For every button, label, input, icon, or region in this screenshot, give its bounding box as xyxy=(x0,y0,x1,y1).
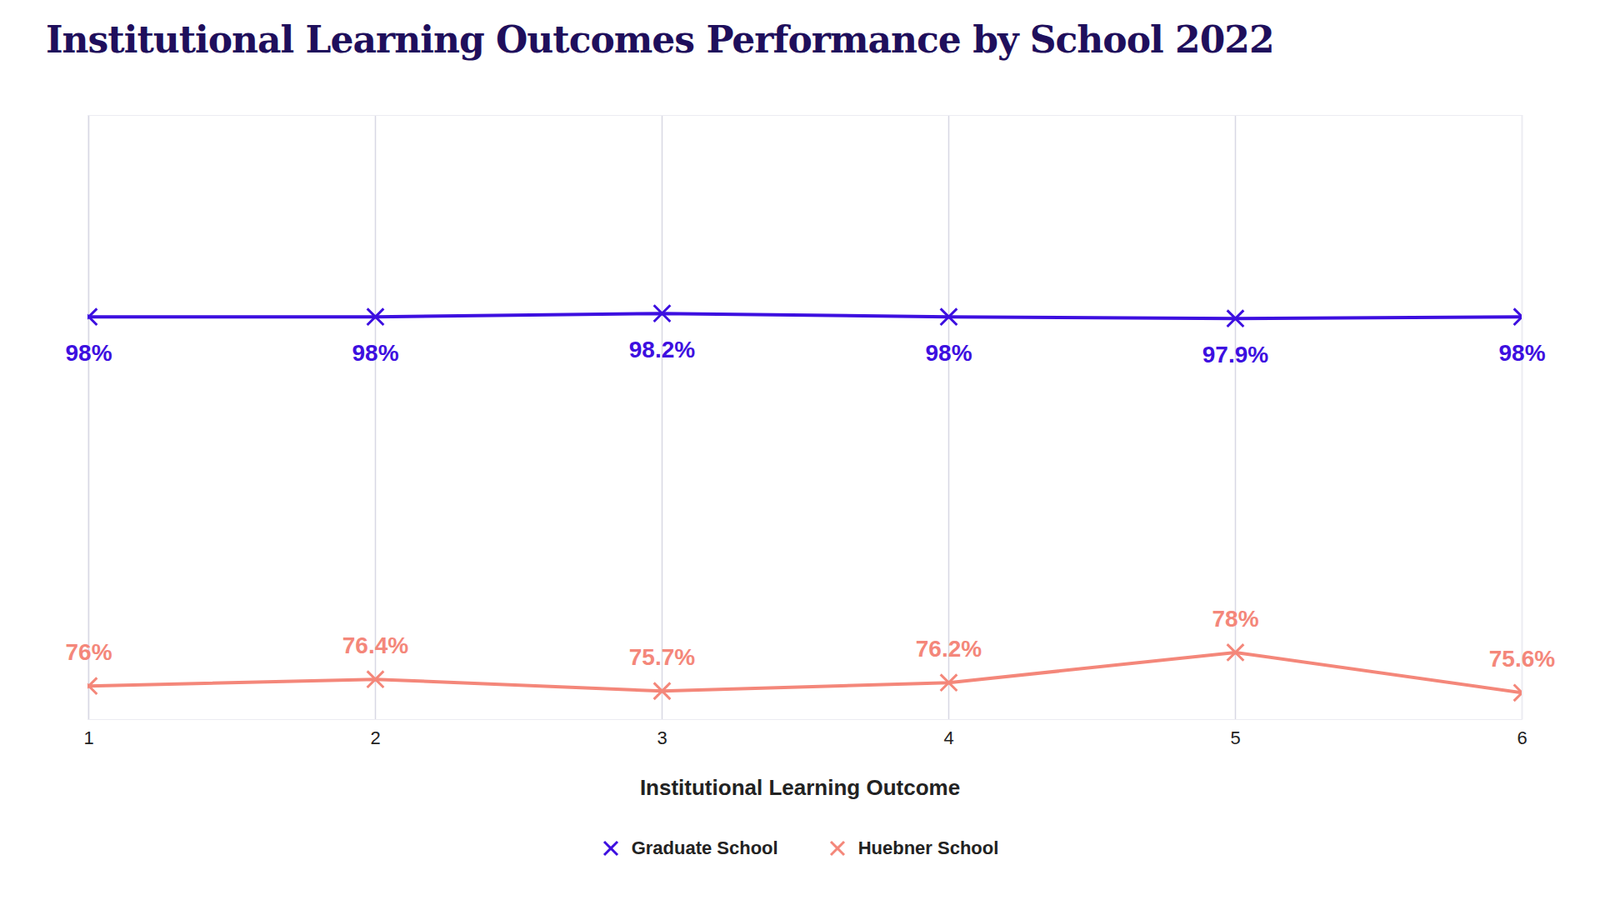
svg-text:3: 3 xyxy=(656,727,667,749)
svg-text:98.2%: 98.2% xyxy=(629,336,695,363)
svg-text:98%: 98% xyxy=(925,340,972,366)
svg-text:98%: 98% xyxy=(65,340,112,366)
svg-text:76.2%: 76.2% xyxy=(915,635,982,662)
svg-text:78%: 78% xyxy=(1211,605,1259,632)
svg-text:75.7%: 75.7% xyxy=(629,644,695,670)
svg-text:5: 5 xyxy=(1230,727,1240,749)
svg-text:4: 4 xyxy=(943,727,954,749)
html-text:Institutional Learning Outcome: Institutional Learning Outcome xyxy=(639,775,961,800)
svg-text:2: 2 xyxy=(370,727,380,749)
svg-text:97.9%: 97.9% xyxy=(1202,341,1269,368)
html-text:Institutional Learning Outcome: Institutional Learning Outcomes Performa… xyxy=(45,18,1274,61)
svg-text:6: 6 xyxy=(1516,727,1527,749)
svg-text:75.6%: 75.6% xyxy=(1489,645,1555,672)
svg-text:76.4%: 76.4% xyxy=(342,632,409,659)
html-text:Huebner School: Huebner School xyxy=(858,837,999,859)
svg-text:1: 1 xyxy=(83,727,94,749)
svg-text:98%: 98% xyxy=(1498,340,1545,366)
html-text:Graduate School: Graduate School xyxy=(631,837,779,859)
svg-text:98%: 98% xyxy=(351,340,399,366)
svg-text:76%: 76% xyxy=(65,639,112,665)
